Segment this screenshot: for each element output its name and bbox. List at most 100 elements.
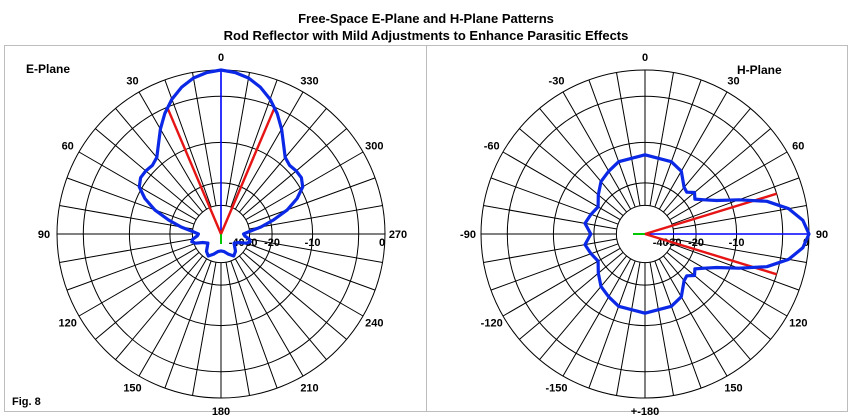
grid-spoke	[192, 262, 217, 396]
grid-spoke	[490, 177, 619, 225]
grid-spoke	[192, 72, 217, 206]
grid-spoke	[588, 79, 636, 208]
h-plane-title: H-Plane	[737, 63, 782, 77]
figure-title-line1: Free-Space E-Plane and H-Plane Patterns	[298, 11, 554, 26]
angle-label: 120	[59, 318, 77, 330]
fig-label: Fig. 8	[12, 396, 41, 408]
grid-spoke	[245, 247, 364, 317]
grid-spoke	[245, 151, 364, 221]
grid-spoke	[234, 91, 304, 210]
grid-spoke	[519, 252, 624, 340]
grid-spoke	[138, 91, 208, 210]
angle-label: 30	[126, 76, 138, 88]
angle-label: -90	[460, 229, 476, 241]
grid-spoke	[78, 151, 197, 221]
radial-tick-label: -20	[264, 237, 280, 249]
angle-label: 60	[62, 141, 74, 153]
grid-spoke	[234, 258, 304, 377]
grid-spoke	[616, 72, 641, 206]
grid-spoke	[519, 128, 624, 216]
angle-label: 60	[792, 141, 804, 153]
grid-spoke	[658, 91, 728, 210]
grid-spoke	[242, 128, 347, 216]
grid-spoke	[502, 247, 621, 317]
angle-label: 270	[389, 229, 407, 241]
grid-spoke	[666, 252, 771, 340]
pattern-trace	[583, 153, 811, 315]
angle-label: 150	[123, 382, 141, 394]
grid-spoke	[225, 262, 250, 396]
grid-spoke	[663, 108, 751, 213]
grid-spoke	[230, 260, 278, 389]
angle-label: -30	[549, 76, 565, 88]
grid-spoke	[59, 238, 193, 263]
angle-label: -120	[481, 318, 503, 330]
angle-label: 300	[365, 141, 383, 153]
pattern-trace	[137, 68, 305, 258]
angle-label: +-180	[631, 406, 659, 415]
beamwidth-line	[219, 106, 276, 235]
e-plane-title: E-Plane	[26, 62, 70, 76]
radial-tick-label: 0	[379, 237, 385, 249]
grid-spoke	[654, 260, 702, 389]
grid-spoke	[483, 238, 617, 263]
angle-label: 90	[38, 229, 50, 241]
angle-label: -60	[484, 141, 500, 153]
grid-spoke	[239, 108, 327, 213]
angle-label: 30	[727, 76, 739, 88]
grid-spoke	[539, 255, 627, 360]
grid-spoke	[164, 260, 212, 389]
angle-label: 210	[300, 382, 318, 394]
grid-spoke	[225, 72, 250, 206]
grid-spoke	[649, 262, 674, 396]
angle-label: 120	[789, 318, 807, 330]
grid-spoke	[115, 255, 203, 360]
grid-spoke	[138, 258, 208, 377]
radial-tick-label: -20	[688, 237, 704, 249]
angle-label: 0	[218, 52, 224, 64]
grid-spoke	[247, 177, 376, 225]
grid-spoke	[95, 128, 200, 216]
grid-spoke	[562, 258, 632, 377]
grid-spoke	[539, 108, 627, 213]
grid-spoke	[242, 252, 347, 340]
grid-spoke	[616, 262, 641, 396]
grid-spoke	[654, 79, 702, 208]
angle-label: -150	[545, 382, 567, 394]
grid-spoke	[669, 247, 788, 317]
e-plane-polar-plot: E-Plane 0 30 60 90 120 150 180 210 240 270 300 330 0…	[26, 52, 407, 415]
grid-spoke	[649, 72, 674, 206]
radial-tick-label: -10	[729, 237, 745, 249]
grid-spoke	[249, 238, 383, 263]
grid-spoke	[66, 177, 195, 225]
grid-spoke	[663, 255, 751, 360]
grid-spoke	[562, 91, 632, 210]
beamwidth-line	[166, 106, 223, 235]
grid-spoke	[247, 243, 376, 291]
grid-spoke	[502, 151, 621, 221]
figure-title-line2: Rod Reflector with Mild Adjustments to E…	[224, 28, 629, 43]
grid-spoke	[483, 205, 617, 230]
grid-spoke	[673, 238, 807, 263]
grid-spoke	[66, 243, 195, 291]
angle-label: 0	[642, 52, 648, 64]
angle-label: 150	[724, 382, 742, 394]
grid-spoke	[115, 108, 203, 213]
grid-spoke	[95, 252, 200, 340]
radial-tick-label: -10	[305, 237, 321, 249]
grid-spoke	[59, 205, 193, 230]
grid-spoke	[658, 258, 728, 377]
angle-label: 180	[212, 406, 230, 415]
grid-spoke	[588, 260, 636, 389]
grid-spoke	[490, 243, 619, 291]
angle-label: 90	[816, 229, 828, 241]
angle-label: 240	[365, 318, 383, 330]
grid-spoke	[239, 255, 327, 360]
grid-spoke	[669, 151, 788, 221]
grid-spoke	[673, 205, 807, 230]
angle-label: 330	[300, 76, 318, 88]
grid-spoke	[78, 247, 197, 317]
grid-spoke	[249, 205, 383, 230]
grid-spoke	[666, 128, 771, 216]
